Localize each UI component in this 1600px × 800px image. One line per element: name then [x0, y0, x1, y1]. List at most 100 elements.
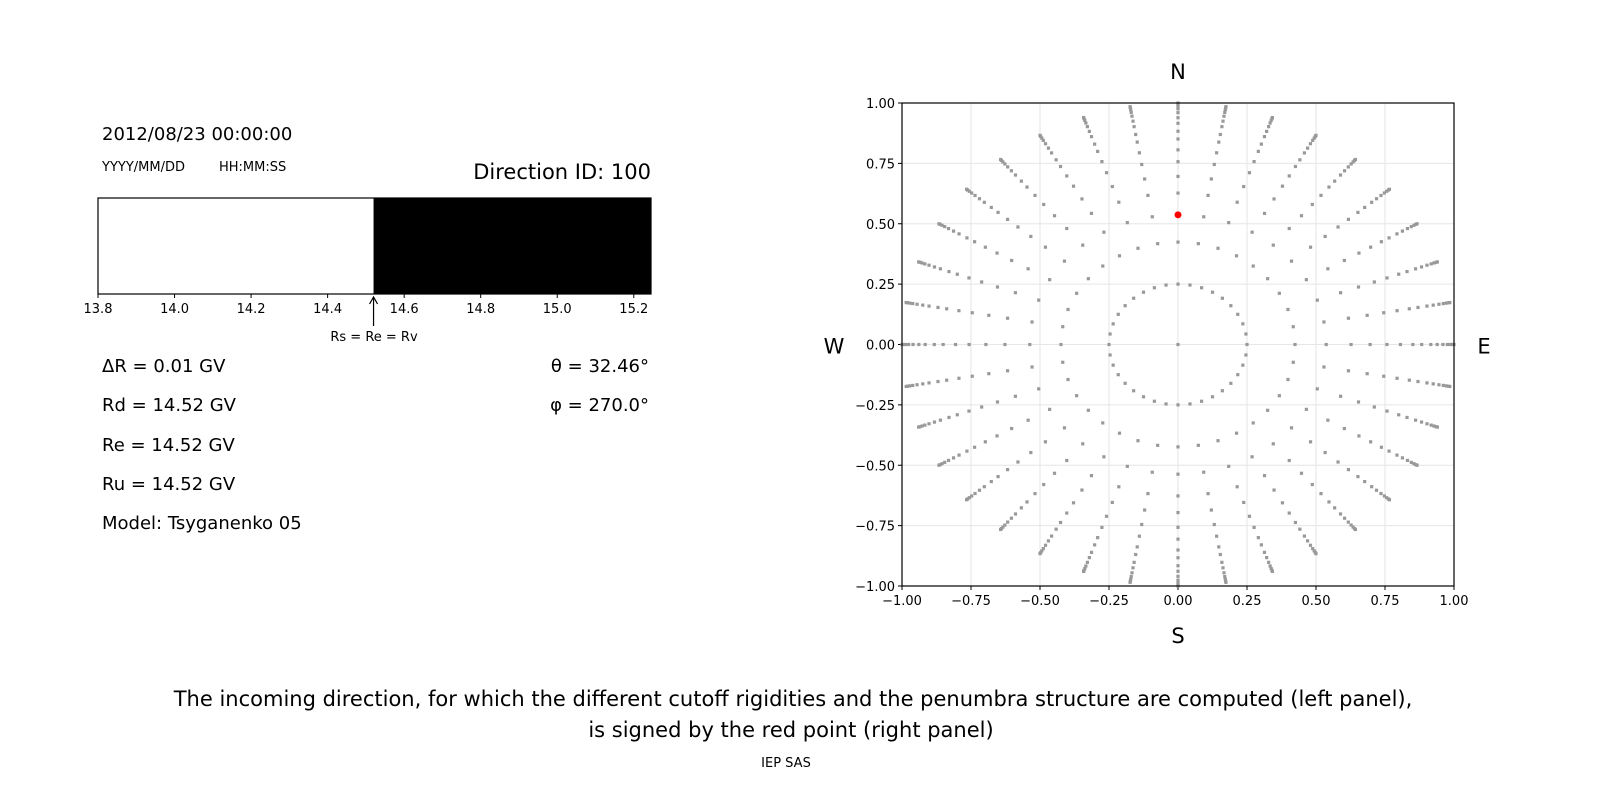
grid-point — [1040, 549, 1044, 553]
grid-point — [1005, 316, 1010, 320]
grid-point — [1223, 575, 1227, 579]
grid-point — [1395, 376, 1399, 380]
grid-point — [1387, 449, 1391, 453]
grid-point — [1176, 191, 1180, 195]
grid-point — [1368, 342, 1372, 347]
grid-point — [980, 280, 984, 284]
grid-point — [1117, 485, 1121, 489]
grid-point — [1356, 400, 1361, 404]
grid-point — [1038, 552, 1042, 556]
grid-point — [1086, 408, 1090, 412]
grid-point — [1043, 142, 1048, 146]
grid-point — [1176, 548, 1180, 552]
grid-point — [996, 475, 1000, 479]
grid-point — [1100, 525, 1104, 530]
grid-point — [1176, 160, 1180, 164]
grid-point — [1400, 456, 1405, 460]
grid-point — [1256, 536, 1260, 540]
re-value: Re = 14.52 GV — [102, 435, 235, 456]
grid-point — [932, 342, 936, 347]
grid-point — [1234, 431, 1239, 435]
grid-point — [1356, 285, 1361, 289]
grid-point — [1385, 342, 1389, 347]
grid-point — [1134, 552, 1138, 557]
grid-point — [957, 232, 961, 236]
grid-point — [1143, 508, 1147, 512]
grid-point — [1262, 550, 1267, 554]
grid-point — [1429, 262, 1433, 266]
grid-point — [1311, 547, 1315, 551]
y-tick-label: −0.25 — [855, 399, 895, 414]
x-tick-label: −0.75 — [951, 594, 991, 609]
grid-point — [1448, 342, 1453, 347]
grid-point — [1236, 312, 1240, 316]
grid-point — [987, 372, 991, 376]
grid-point — [1054, 158, 1058, 162]
grid-point — [1140, 162, 1144, 167]
grid-point — [1411, 342, 1415, 347]
grid-point — [1234, 254, 1239, 258]
grid-point — [1176, 148, 1180, 152]
arrow-label: Rs = Re = Rv — [330, 330, 418, 345]
grid-point — [977, 488, 982, 492]
grid-point — [941, 342, 945, 347]
grid-point — [1244, 353, 1248, 357]
grid-point — [1005, 369, 1010, 373]
grid-point — [1084, 121, 1088, 125]
grid-point — [1277, 394, 1281, 398]
grid-point — [1019, 179, 1023, 183]
grid-point — [1037, 298, 1041, 302]
grid-point — [1029, 450, 1033, 455]
grid-point — [1374, 197, 1379, 201]
grid-point — [904, 384, 908, 389]
grid-point — [921, 303, 925, 307]
grid-point — [1042, 202, 1046, 207]
grid-point — [1244, 332, 1248, 336]
grid-point — [1202, 215, 1206, 219]
grid-point — [1339, 394, 1343, 398]
grid-point — [1448, 384, 1452, 389]
grid-point — [1323, 450, 1327, 455]
grid-point — [1342, 426, 1346, 431]
grid-point — [1287, 174, 1291, 178]
grid-point — [1336, 460, 1340, 464]
grid-point — [946, 458, 951, 463]
grid-point — [1141, 395, 1146, 399]
grid-point — [1150, 470, 1154, 474]
grid-point — [1223, 110, 1227, 114]
grid-point — [1437, 383, 1441, 387]
grid-point — [1315, 298, 1319, 302]
grid-point — [1003, 342, 1007, 347]
caption-line-2: is signed by the red point (right panel) — [588, 718, 994, 742]
grid-point — [980, 405, 984, 409]
grid-point — [1083, 118, 1087, 123]
grid-point — [1013, 512, 1018, 516]
grid-point — [1293, 520, 1298, 525]
grid-point — [1287, 226, 1291, 231]
grid-point — [953, 342, 958, 347]
grid-point — [1425, 381, 1429, 385]
grid-point — [1286, 307, 1290, 312]
grid-point — [1093, 543, 1097, 547]
grid-point — [1353, 527, 1358, 532]
grid-point — [908, 384, 912, 388]
grid-point — [1269, 566, 1273, 571]
grid-point — [1062, 426, 1067, 430]
grid-point — [1405, 269, 1409, 274]
grid-point — [1363, 205, 1367, 210]
west-label: W — [824, 335, 845, 359]
grid-point — [1387, 236, 1391, 240]
grid-point — [1363, 479, 1367, 484]
grid-point — [937, 463, 941, 467]
grid-point — [917, 342, 921, 347]
grid-point — [1224, 580, 1228, 584]
grid-point — [987, 313, 991, 317]
grid-point — [1370, 200, 1374, 204]
grid-point — [1223, 108, 1227, 112]
grid-point — [1146, 492, 1150, 496]
grid-point — [1286, 377, 1290, 382]
grid-point — [1229, 381, 1233, 385]
y-tick-label: −0.50 — [855, 459, 895, 474]
grid-point — [1080, 197, 1084, 201]
grid-point — [1269, 118, 1273, 123]
